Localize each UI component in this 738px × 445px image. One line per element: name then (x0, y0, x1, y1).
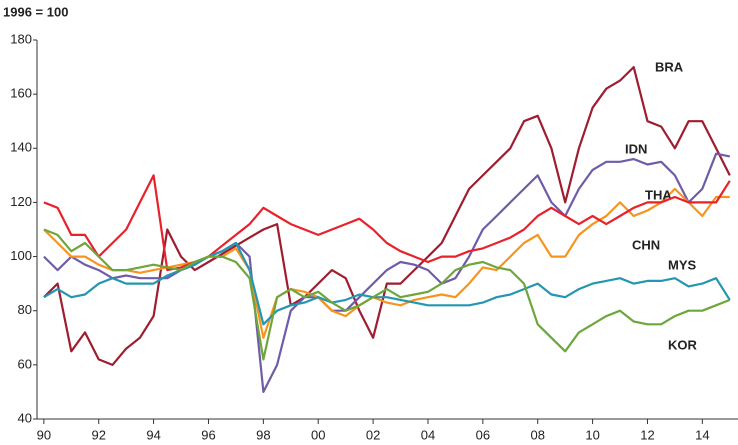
x-tick-label: 90 (37, 427, 51, 442)
series-line (43, 241, 731, 326)
y-tick-label: 100 (10, 248, 32, 263)
series-label: KOR (668, 337, 698, 352)
y-tick-label: 160 (10, 86, 32, 101)
series-label: THA (645, 187, 672, 202)
series-label: IDN (625, 141, 647, 156)
x-tick-label: 10 (585, 427, 599, 442)
y-tick-label: 180 (10, 31, 32, 46)
y-tick-label: 60 (18, 356, 32, 371)
series-label: MYS (668, 257, 697, 272)
x-tick-label: 92 (91, 427, 105, 442)
chart-title: 1996 = 100 (3, 4, 68, 19)
x-tick-label: 08 (530, 427, 544, 442)
y-tick-label: 40 (18, 410, 32, 425)
x-tick-label: 94 (146, 427, 160, 442)
x-tick-label: 14 (695, 427, 709, 442)
x-tick-label: 06 (476, 427, 490, 442)
x-tick-label: 12 (640, 427, 654, 442)
x-tick-label: 98 (256, 427, 270, 442)
series-line (43, 228, 731, 361)
series-line (43, 66, 731, 366)
y-tick-label: 140 (10, 140, 32, 155)
series-label: BRA (655, 59, 684, 74)
y-tick-label: 80 (18, 302, 32, 317)
x-tick-label: 04 (421, 427, 435, 442)
series-line (43, 187, 730, 339)
x-tick-label: 96 (201, 427, 215, 442)
series-line (43, 174, 731, 272)
y-tick-label: 120 (10, 194, 32, 209)
series-label: CHN (632, 237, 660, 252)
x-tick-label: 00 (311, 427, 325, 442)
x-tick-label: 02 (366, 427, 380, 442)
series-line (43, 152, 731, 393)
